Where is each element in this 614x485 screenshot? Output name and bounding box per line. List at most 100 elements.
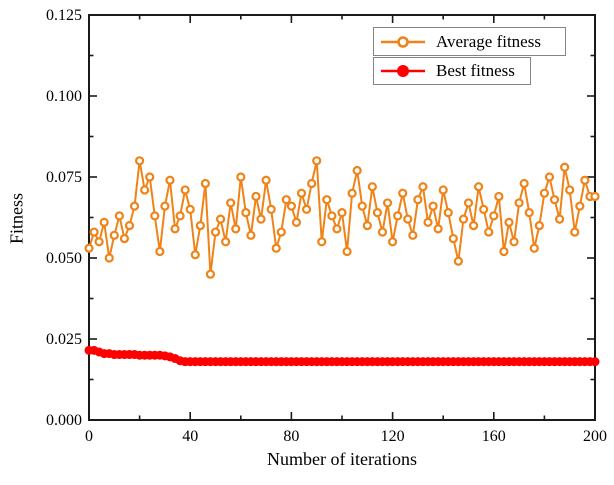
data-point-0	[246, 230, 256, 240]
data-point-0	[337, 208, 347, 218]
data-point-0	[529, 243, 539, 253]
data-point-0	[281, 195, 291, 205]
data-point-0	[221, 237, 231, 247]
data-point-0	[580, 175, 590, 185]
y-tick-label: 0.025	[46, 331, 82, 348]
legend-average-fitness-label: Average fitness	[436, 31, 541, 51]
data-point-0	[251, 191, 261, 202]
data-point-0	[474, 182, 484, 192]
data-point-0	[423, 217, 433, 227]
data-point-0	[231, 224, 241, 234]
data-point-0	[554, 214, 565, 224]
data-point-0	[99, 217, 109, 227]
data-point-0	[94, 237, 104, 247]
legend-best-fitness: Best fitness	[373, 57, 531, 85]
data-point-0	[165, 175, 175, 185]
data-point-0	[119, 233, 130, 244]
data-point-0	[241, 208, 251, 218]
data-point-0	[484, 227, 494, 237]
data-point-0	[124, 221, 135, 231]
data-point-0	[332, 224, 342, 234]
data-point-0	[524, 208, 534, 218]
data-point-0	[453, 256, 463, 266]
data-point-0	[463, 198, 474, 208]
data-point-0	[398, 188, 408, 198]
data-point-0	[312, 156, 322, 166]
x-tick-label: 0	[85, 428, 93, 445]
y-tick-label: 0.125	[46, 7, 82, 24]
data-point-0	[443, 208, 453, 218]
y-tick-label: 0.050	[46, 250, 82, 267]
data-point-0	[468, 221, 479, 231]
x-tick-label: 200	[583, 428, 607, 445]
data-point-0	[494, 191, 504, 202]
data-point-0	[504, 217, 514, 227]
data-point-0	[271, 243, 281, 253]
data-point-0	[261, 175, 271, 185]
x-tick-label: 120	[381, 428, 405, 445]
data-point-0	[327, 211, 337, 221]
data-point-0	[388, 237, 398, 247]
data-point-0	[256, 214, 266, 224]
data-point-0	[145, 172, 155, 182]
series-line-0	[88, 160, 595, 275]
data-point-0	[89, 227, 99, 237]
data-point-0	[205, 269, 216, 279]
data-point-0	[190, 250, 200, 260]
data-point-0	[296, 188, 307, 198]
data-point-0	[575, 201, 585, 211]
data-point-0	[195, 221, 205, 231]
data-point-0	[539, 188, 550, 198]
data-point-0	[448, 233, 458, 244]
data-point-0	[170, 224, 180, 234]
data-point-0	[342, 246, 352, 257]
data-point-0	[347, 188, 357, 198]
data-point-0	[129, 201, 140, 211]
data-point-0	[317, 237, 327, 247]
legend-average-fitness-marker-icon	[381, 35, 425, 48]
data-point-0	[560, 162, 570, 172]
legend-best-fitness-marker-icon	[381, 65, 425, 77]
x-tick-label: 40	[182, 428, 198, 445]
y-tick-label: 0.000	[46, 412, 82, 429]
data-point-0	[438, 185, 448, 195]
y-axis-title: Fitness	[6, 193, 27, 245]
data-point-0	[534, 221, 544, 231]
data-point-0	[362, 221, 372, 231]
data-point-0	[135, 156, 145, 166]
data-point-0	[215, 214, 226, 224]
data-point-0	[418, 182, 428, 192]
data-point-0	[509, 237, 519, 247]
data-point-0	[301, 204, 312, 214]
data-point-0	[570, 227, 580, 237]
data-point-0	[160, 201, 170, 211]
data-point-0	[403, 214, 413, 224]
y-tick-label: 0.100	[46, 88, 82, 105]
data-point-0	[367, 182, 377, 192]
data-point-0	[140, 185, 150, 195]
data-point-0	[458, 214, 469, 224]
data-point-0	[286, 201, 296, 211]
data-point-0	[155, 246, 165, 257]
data-point-0	[590, 191, 600, 202]
data-point-0	[352, 165, 362, 176]
data-point-0	[104, 253, 114, 263]
data-point-0	[519, 178, 529, 189]
data-point-0	[236, 172, 246, 182]
data-point-0	[413, 195, 423, 205]
data-point-0	[489, 211, 499, 221]
legend-best-fitness-label: Best fitness	[436, 61, 515, 80]
x-tick-label: 80	[283, 428, 299, 445]
data-point-0	[499, 246, 509, 257]
data-point-0	[200, 178, 210, 189]
data-point-0	[266, 204, 276, 214]
data-point-0	[377, 227, 388, 237]
data-point-0	[433, 224, 443, 234]
data-point-0	[479, 204, 489, 214]
y-tick-label: 0.075	[46, 169, 82, 186]
data-point-0	[408, 230, 418, 240]
data-point-0	[291, 217, 302, 227]
data-point-0	[307, 178, 317, 189]
data-point-0	[382, 198, 393, 208]
